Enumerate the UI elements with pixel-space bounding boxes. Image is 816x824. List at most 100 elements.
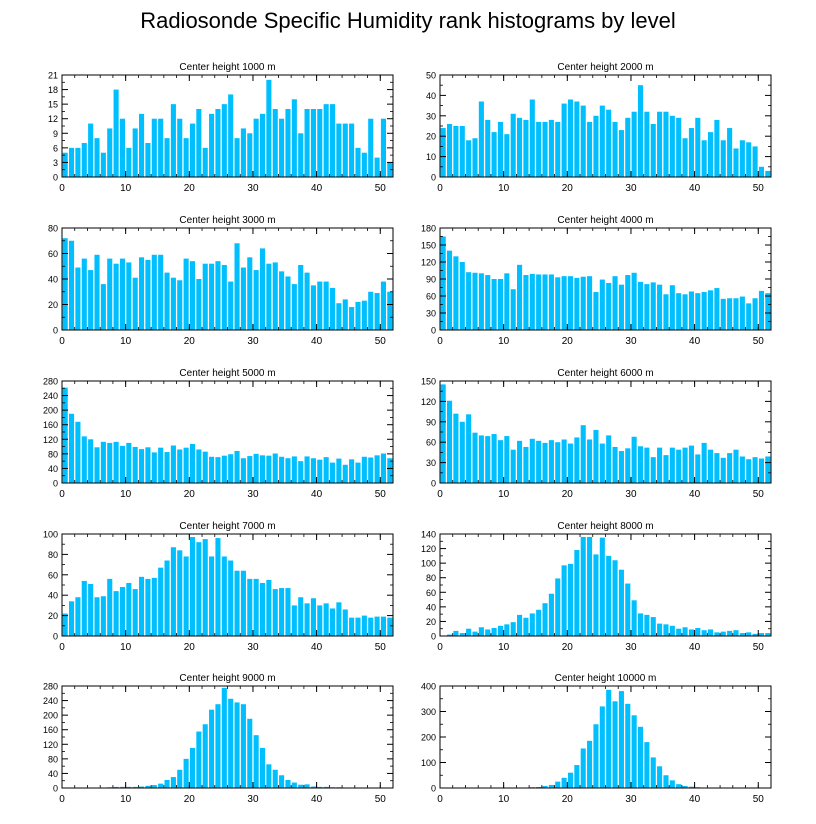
bar <box>497 440 504 483</box>
bar <box>177 280 183 330</box>
bar <box>349 123 355 177</box>
bar <box>542 274 548 330</box>
bar <box>478 273 484 330</box>
bar <box>266 579 272 636</box>
bar <box>612 560 618 636</box>
bar <box>189 261 196 330</box>
x-tick-label: 20 <box>562 642 574 653</box>
x-tick-label: 0 <box>437 642 443 653</box>
bar <box>555 277 561 330</box>
bar <box>291 782 297 788</box>
bar <box>746 142 752 177</box>
bar <box>536 121 542 177</box>
bar <box>240 458 246 483</box>
bar <box>202 539 208 636</box>
bar <box>625 583 631 636</box>
bar <box>380 453 386 483</box>
panel-2: Center height 2000 m 0 10 20 30 40 50 0 10 20 30 40… <box>426 62 772 194</box>
bar <box>259 455 266 483</box>
bar <box>701 630 707 636</box>
bar <box>599 537 605 636</box>
panel-1: Center height 1000 m 0 10 20 30 40 50 0 3 6 9 12 15 1… <box>48 62 394 194</box>
bar <box>215 457 221 483</box>
bar <box>631 272 637 330</box>
bar <box>291 605 297 636</box>
panel-6: Center height 6000 m 0 10 20 30 40 50 0 30 60 90 12… <box>421 368 772 500</box>
x-tick-label: 50 <box>375 183 387 194</box>
x-tick-label: 10 <box>498 336 510 347</box>
y-tick-label: 30 <box>426 309 436 319</box>
bar <box>542 603 548 636</box>
y-tick-label: 3 <box>53 158 58 168</box>
x-tick-label: 0 <box>437 794 443 805</box>
y-tick-label: 20 <box>426 132 436 142</box>
bar <box>221 264 227 330</box>
bar <box>177 118 183 177</box>
x-tick-label: 30 <box>247 642 259 653</box>
x-tick-label: 0 <box>437 183 443 194</box>
bar <box>310 786 316 788</box>
bar <box>676 449 682 483</box>
bar <box>593 429 599 483</box>
bar <box>720 298 726 330</box>
bar <box>145 785 151 788</box>
bar <box>459 421 465 483</box>
bar <box>644 284 650 330</box>
bar <box>285 458 291 483</box>
bar <box>739 633 745 636</box>
bar <box>567 99 574 177</box>
panel-7: Center height 7000 m 0 10 20 30 40 50 0 20 40 60 80… <box>43 521 394 653</box>
bar <box>440 384 446 483</box>
bar <box>279 271 285 330</box>
bar <box>587 276 593 330</box>
bar <box>349 617 355 636</box>
bar <box>758 166 764 177</box>
bar <box>523 617 529 636</box>
bar <box>380 118 386 177</box>
bar <box>247 133 253 177</box>
bar <box>387 291 393 330</box>
x-tick-label: 0 <box>437 489 443 500</box>
bar <box>279 118 285 177</box>
bar <box>618 284 624 330</box>
bar <box>701 442 707 483</box>
bar <box>720 140 726 177</box>
bar <box>247 718 253 788</box>
bar <box>170 777 176 788</box>
bar <box>75 597 81 636</box>
bar <box>593 292 599 330</box>
bar <box>739 456 745 483</box>
y-tick-label: 160 <box>43 725 58 735</box>
bar <box>355 462 361 483</box>
bar <box>272 109 278 177</box>
bar <box>459 262 465 330</box>
bar <box>669 625 675 636</box>
y-tick-label: 20 <box>426 617 436 627</box>
x-tick-label: 10 <box>498 489 510 500</box>
y-tick-label: 0 <box>431 173 436 183</box>
bar <box>170 547 176 636</box>
y-tick-label: 200 <box>421 733 436 743</box>
bar <box>215 109 221 177</box>
bar <box>374 455 380 483</box>
x-tick-label: 10 <box>120 489 132 500</box>
y-tick-label: 0 <box>431 784 436 794</box>
bar <box>304 784 310 788</box>
bar <box>676 628 682 636</box>
bar <box>291 99 297 177</box>
bar <box>657 447 663 483</box>
bar <box>139 576 145 636</box>
bar <box>94 254 100 330</box>
bar <box>329 608 336 636</box>
bar <box>536 274 542 330</box>
x-tick-label: 30 <box>625 794 637 805</box>
y-tick-label: 90 <box>426 417 436 427</box>
bar <box>253 270 259 330</box>
bar <box>625 703 631 788</box>
bar <box>555 781 561 788</box>
bar <box>765 633 771 636</box>
bar <box>555 121 561 177</box>
bar <box>234 702 240 788</box>
bar <box>650 757 656 788</box>
y-tick-label: 80 <box>48 449 58 459</box>
